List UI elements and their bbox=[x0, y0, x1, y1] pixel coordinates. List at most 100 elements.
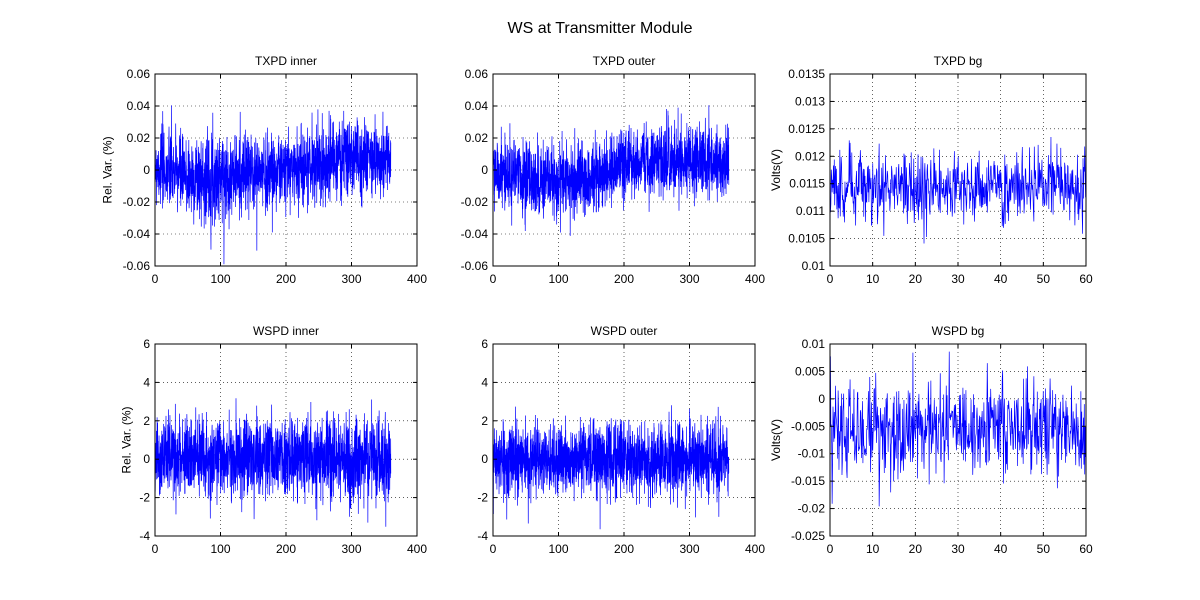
y-tick-label: 4 bbox=[481, 375, 488, 389]
x-tick-label: 300 bbox=[341, 542, 361, 556]
subplot-4: 0 100 200 300 400 -4 -2 0 2 4 6 WSPD inner Rel. Var.… bbox=[119, 324, 427, 556]
x-tick-label: 300 bbox=[341, 272, 361, 286]
y-tick-label: -0.04 bbox=[461, 227, 489, 241]
y-tick-label: -0.02 bbox=[123, 195, 151, 209]
y-tick-label: -2 bbox=[477, 491, 488, 505]
y-tick-label: 0 bbox=[818, 392, 825, 406]
y-tick-label: 0 bbox=[481, 163, 488, 177]
y-tick-label: 0.0105 bbox=[788, 232, 825, 246]
y-tick-label: 0.0135 bbox=[788, 67, 825, 81]
y-tick-label: 4 bbox=[143, 375, 150, 389]
subplot-title: WSPD bg bbox=[932, 324, 985, 338]
y-tick-label: -0.02 bbox=[798, 502, 826, 516]
x-tick-label: 0 bbox=[827, 542, 834, 556]
x-tick-label: 10 bbox=[866, 542, 880, 556]
y-tick-label: 0.06 bbox=[127, 67, 151, 81]
subplot-title: WSPD inner bbox=[253, 324, 319, 338]
x-tick-label: 0 bbox=[827, 272, 834, 286]
y-tick-label: 0 bbox=[143, 163, 150, 177]
x-tick-label: 0 bbox=[152, 542, 159, 556]
y-tick-label: 6 bbox=[481, 337, 488, 351]
figure-title: WS at Transmitter Module bbox=[507, 20, 693, 37]
x-tick-label: 200 bbox=[614, 272, 634, 286]
x-tick-label: 300 bbox=[679, 542, 699, 556]
y-tick-label: 0.005 bbox=[795, 364, 825, 378]
y-tick-label: 0.01 bbox=[802, 259, 826, 273]
y-tick-label: 0 bbox=[481, 452, 488, 466]
y-tick-label: -0.015 bbox=[791, 474, 825, 488]
x-tick-label: 0 bbox=[490, 542, 497, 556]
y-tick-label: 0.04 bbox=[127, 99, 151, 113]
y-tick-label: -0.005 bbox=[791, 419, 825, 433]
y-tick-label: 0.02 bbox=[465, 131, 489, 145]
x-tick-label: 20 bbox=[909, 272, 923, 286]
subplot-title: TXPD inner bbox=[255, 54, 317, 68]
y-tick-label: -4 bbox=[139, 529, 150, 543]
x-tick-label: 100 bbox=[210, 542, 230, 556]
subplot-3: 0 10 20 30 40 50 60 0.01 0.0105 0.011 0.0115 0.012 0… bbox=[769, 54, 1093, 286]
x-tick-label: 0 bbox=[490, 272, 497, 286]
y-tick-label: 0 bbox=[143, 452, 150, 466]
y-axis-label: Rel. Var. (%) bbox=[119, 406, 133, 473]
y-tick-label: 0.011 bbox=[796, 204, 825, 218]
y-axis-label: Volts(V) bbox=[769, 419, 783, 461]
x-tick-label: 60 bbox=[1079, 272, 1093, 286]
y-tick-label: -2 bbox=[139, 491, 150, 505]
y-tick-label: 2 bbox=[143, 414, 150, 428]
y-tick-label: -0.06 bbox=[123, 259, 151, 273]
series-line bbox=[829, 351, 1087, 507]
y-tick-label: 0.06 bbox=[465, 67, 489, 81]
series-line bbox=[829, 136, 1087, 244]
x-tick-label: 100 bbox=[210, 272, 230, 286]
subplot-1: 0 100 200 300 400 -0.06 -0.04 -0.02 0 0.02 0.04 0.0… bbox=[101, 54, 428, 286]
subplot-title: WSPD outer bbox=[591, 324, 658, 338]
y-tick-label: 0.0125 bbox=[788, 122, 825, 136]
x-tick-label: 40 bbox=[994, 542, 1008, 556]
y-tick-label: 0.013 bbox=[795, 94, 825, 108]
x-tick-label: 200 bbox=[276, 272, 296, 286]
x-tick-label: 200 bbox=[276, 542, 296, 556]
series-line bbox=[154, 398, 392, 527]
y-tick-label: -4 bbox=[477, 529, 488, 543]
y-tick-label: -0.01 bbox=[798, 447, 826, 461]
x-tick-label: 100 bbox=[548, 272, 568, 286]
y-axis-label: Volts(V) bbox=[769, 149, 783, 191]
y-tick-label: 2 bbox=[481, 414, 488, 428]
y-tick-label: 6 bbox=[143, 337, 150, 351]
x-tick-label: 100 bbox=[548, 542, 568, 556]
x-tick-label: 400 bbox=[407, 272, 427, 286]
subplot-2: 0 100 200 300 400 -0.06 -0.04 -0.02 0 0.02 0.04 0.0… bbox=[461, 54, 766, 286]
x-tick-label: 50 bbox=[1037, 272, 1051, 286]
x-tick-label: 300 bbox=[679, 272, 699, 286]
subplot-title: TXPD bg bbox=[934, 54, 983, 68]
y-tick-label: 0.0115 bbox=[789, 177, 825, 191]
x-tick-label: 0 bbox=[152, 272, 159, 286]
y-tick-label: -0.025 bbox=[791, 529, 825, 543]
x-tick-label: 30 bbox=[951, 542, 965, 556]
y-tick-label: -0.04 bbox=[123, 227, 151, 241]
x-tick-label: 50 bbox=[1037, 542, 1051, 556]
x-tick-label: 10 bbox=[866, 272, 880, 286]
x-tick-label: 400 bbox=[745, 542, 765, 556]
y-tick-label: 0.02 bbox=[127, 131, 151, 145]
subplot-6: 0 10 20 30 40 50 60 -0.025 -0.02 -0.015 -0.01 -0.00… bbox=[769, 324, 1093, 556]
series-line bbox=[492, 105, 730, 236]
x-tick-label: 400 bbox=[407, 542, 427, 556]
y-tick-label: 0.012 bbox=[795, 149, 825, 163]
x-tick-label: 20 bbox=[909, 542, 923, 556]
x-tick-label: 200 bbox=[614, 542, 634, 556]
series-line bbox=[492, 396, 730, 530]
x-tick-label: 60 bbox=[1079, 542, 1093, 556]
x-tick-label: 40 bbox=[994, 272, 1008, 286]
x-tick-label: 30 bbox=[951, 272, 965, 286]
y-tick-label: -0.06 bbox=[461, 259, 489, 273]
y-axis-label: Rel. Var. (%) bbox=[101, 136, 115, 203]
y-tick-label: -0.02 bbox=[461, 195, 489, 209]
x-tick-label: 400 bbox=[745, 272, 765, 286]
subplot-title: TXPD outer bbox=[593, 54, 656, 68]
subplot-5: 0 100 200 300 400 -4 -2 0 2 4 6 WSPD outer bbox=[477, 324, 765, 556]
series-line bbox=[154, 90, 392, 265]
y-tick-label: 0.01 bbox=[802, 337, 826, 351]
